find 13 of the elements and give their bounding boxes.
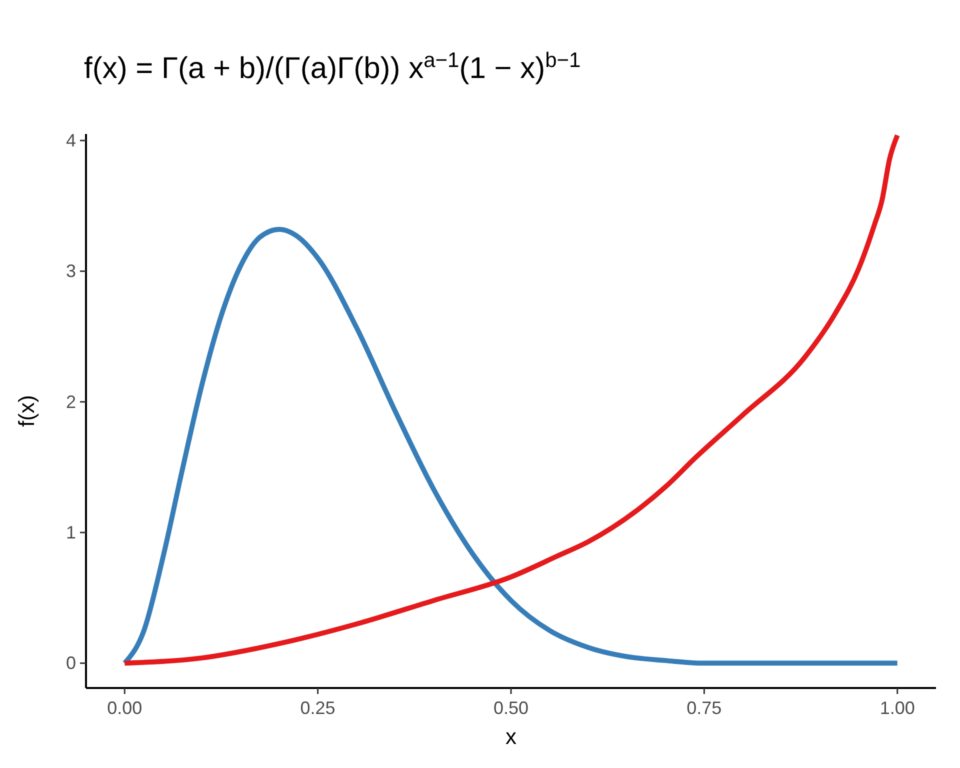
x-tick-label: 0.25 xyxy=(300,698,336,718)
y-tick-label: 0 xyxy=(66,653,76,674)
x-axis-title: x xyxy=(506,724,516,749)
y-tick-label: 3 xyxy=(66,261,76,282)
x-tick-label: 0.75 xyxy=(686,698,722,718)
chart-title: f(x) = Γ(a + b)/(Γ(a)Γ(b)) x$^{a−1}$(1 − x)$^{b−1}$ xyxy=(84,48,581,85)
y-axis-title: f(x) xyxy=(14,395,39,427)
x-tick-label: 1.00 xyxy=(880,698,915,718)
x-tick-label: 0.50 xyxy=(493,698,529,718)
x-tick-label: 0.00 xyxy=(107,698,142,718)
y-tick-label: 4 xyxy=(66,130,76,151)
y-tick-label: 1 xyxy=(66,522,76,543)
y-tick-label: 2 xyxy=(66,392,76,412)
